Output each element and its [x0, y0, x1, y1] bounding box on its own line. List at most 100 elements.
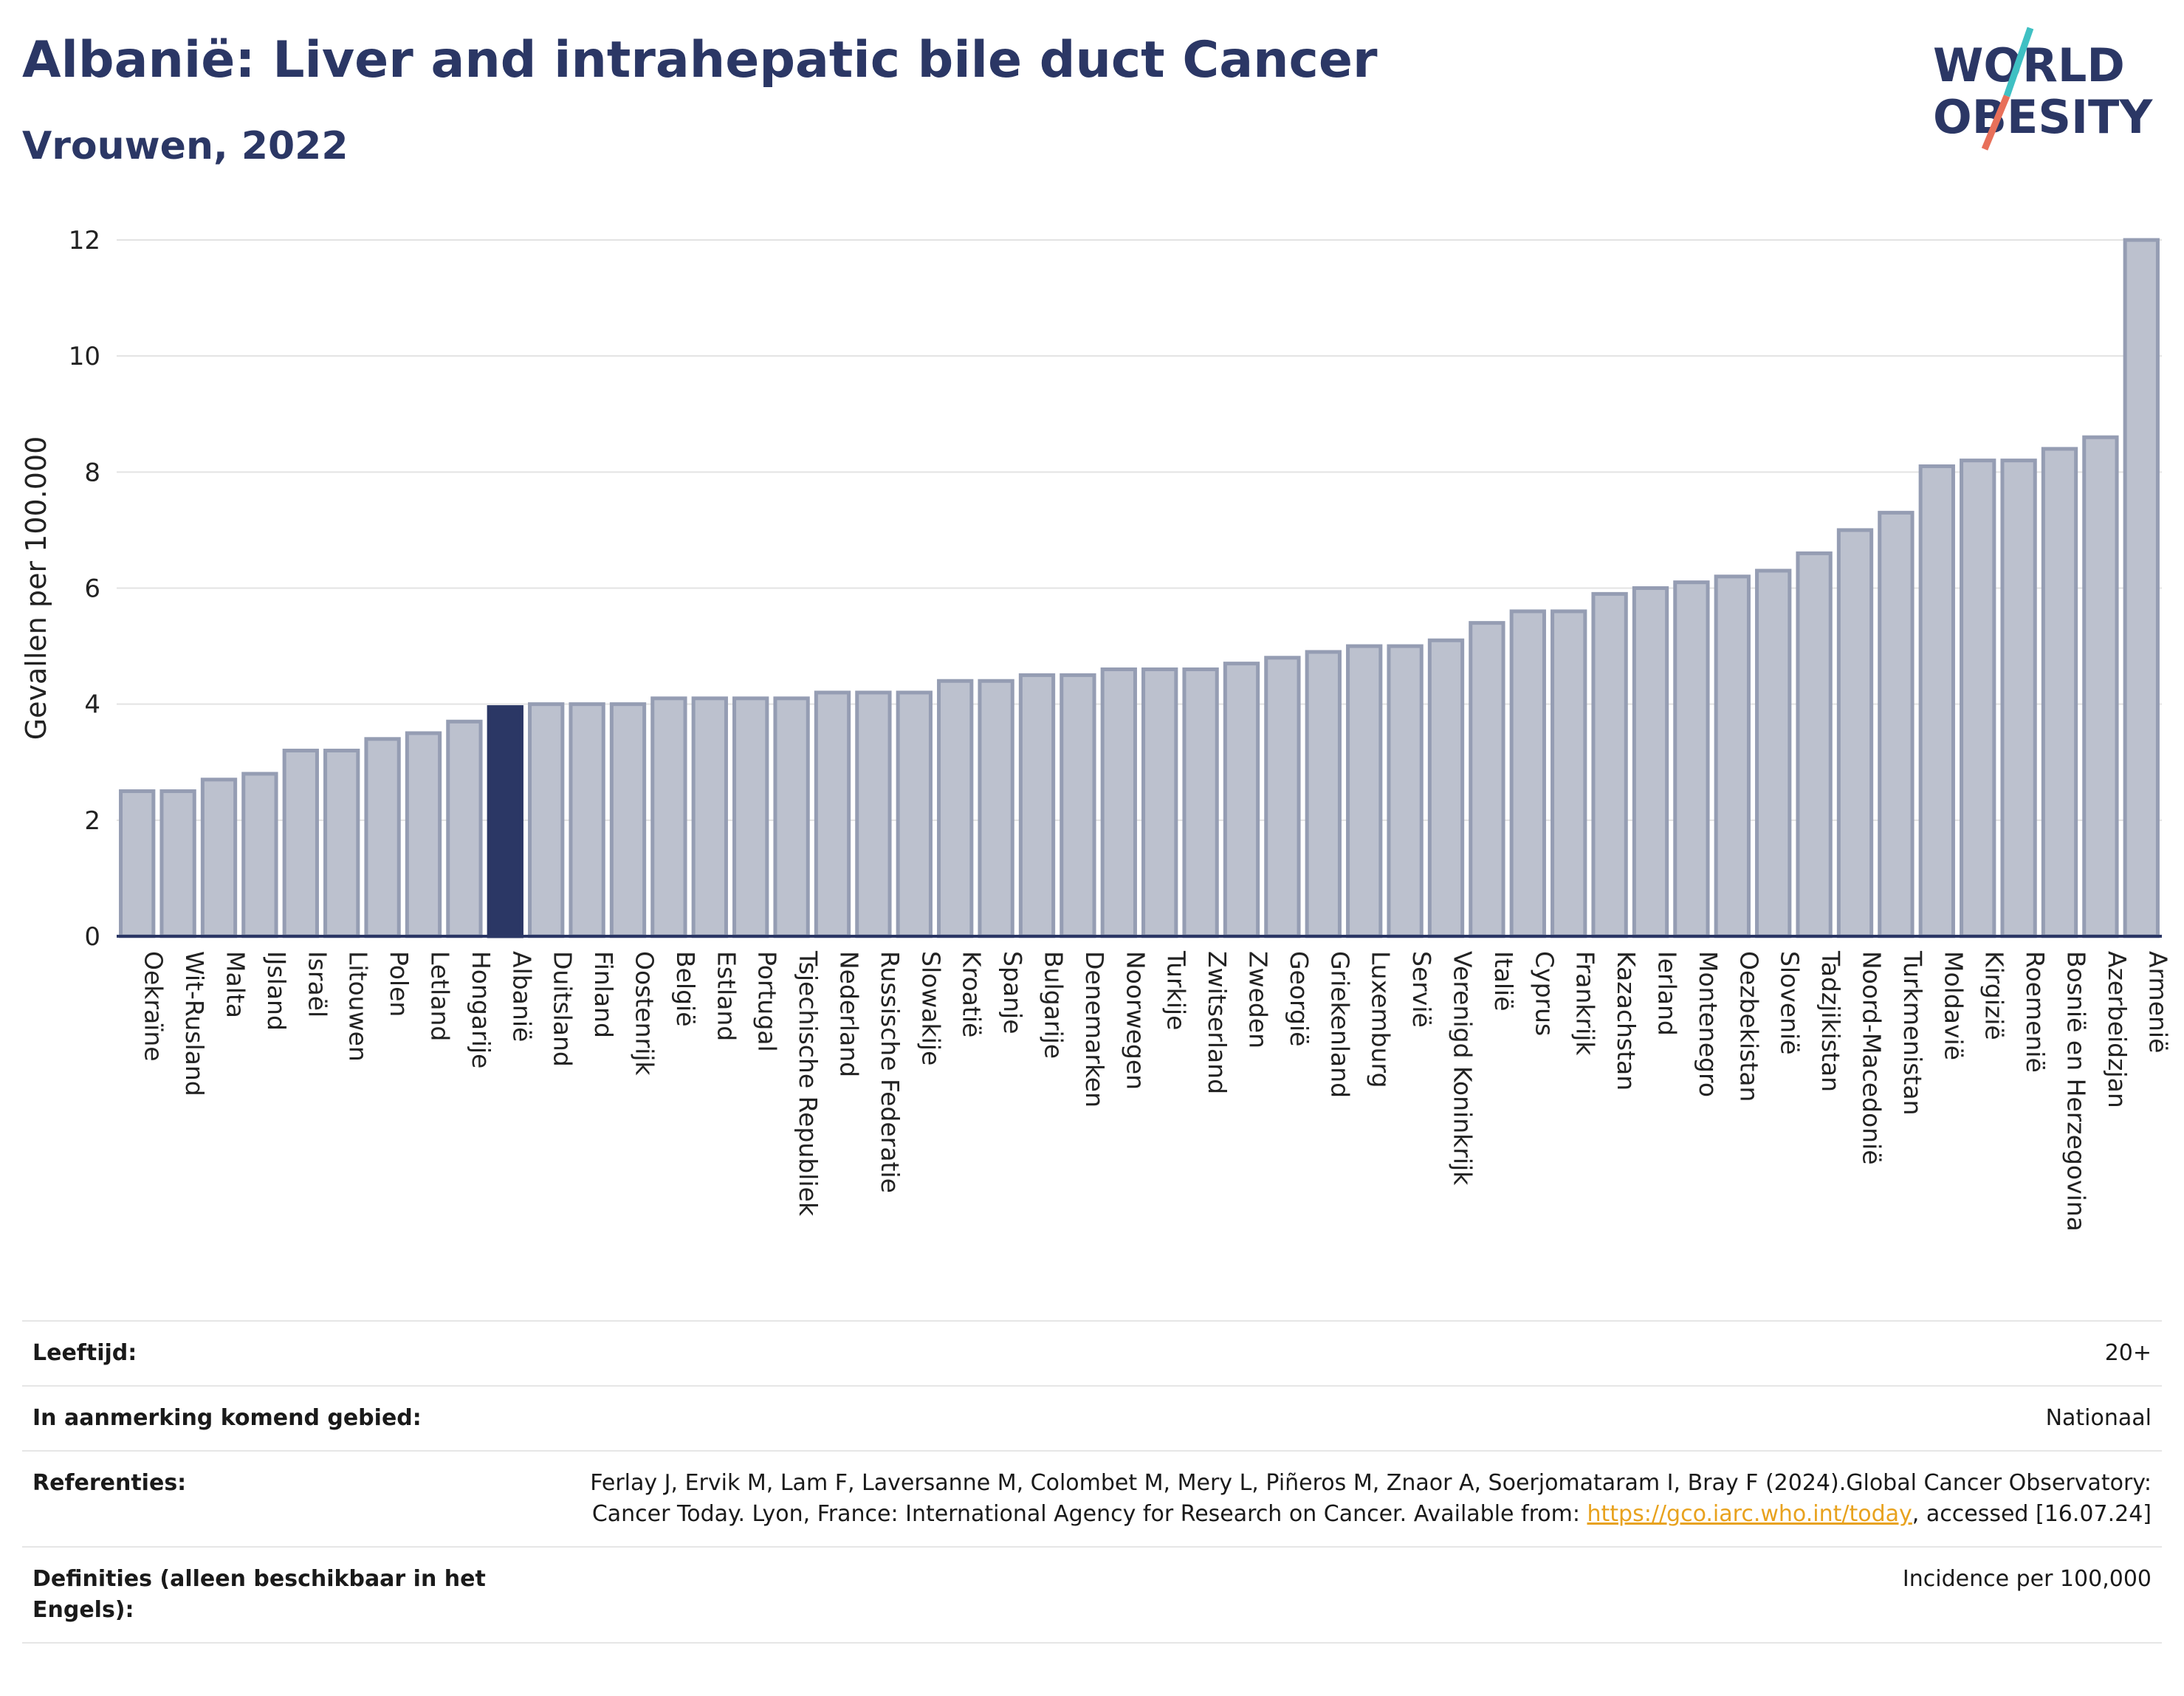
bar: [1141, 667, 1178, 938]
references-accessed: , accessed [16.07.24]: [1912, 1501, 2152, 1527]
x-category-label: Denemarken: [1080, 951, 1109, 1108]
x-category-label: Turkije: [1162, 950, 1191, 1030]
bar: [773, 696, 810, 938]
bar: [978, 679, 1014, 938]
logo-text-world: WORLD: [1933, 38, 2125, 92]
bar: [937, 679, 974, 938]
definitions-label: Definities (alleen beschikbaar in het En…: [32, 1566, 486, 1623]
y-tick-label: 12: [69, 226, 100, 255]
x-category-label: Kirgizië: [1980, 951, 2009, 1040]
bar: [528, 702, 565, 938]
bar: [569, 702, 605, 938]
bar: [323, 749, 360, 938]
y-tick-label: 4: [84, 690, 100, 720]
logo-slash-coral: [1981, 95, 2010, 151]
x-category-label: Frankrijk: [1571, 951, 1600, 1056]
x-category-label: Verenigd Koninkrijk: [1449, 951, 1477, 1186]
x-category-label: Servië: [1407, 951, 1436, 1028]
info-row-references: Referenties: Ferlay J, Ervik M, Lam F, L…: [22, 1450, 2162, 1546]
references-text: Ferlay J, Ervik M, Lam F, Laversanne M, …: [590, 1470, 2152, 1527]
x-category-label: Azerbeidzjan: [2103, 951, 2132, 1108]
bar: [1346, 644, 1383, 938]
references-link[interactable]: https://gco.iarc.who.int/today: [1587, 1501, 1912, 1527]
x-category-label: Slovenië: [1776, 951, 1804, 1055]
area-value: Nationaal: [2045, 1405, 2152, 1431]
bar: [691, 696, 728, 938]
world-obesity-logo: WORLD OBESITY: [1933, 27, 2153, 151]
bar: [1182, 667, 1219, 938]
definitions-value: Incidence per 100,000: [1902, 1566, 2152, 1592]
x-category-label: Kazachstan: [1612, 951, 1641, 1091]
age-label: Leeftijd:: [32, 1340, 137, 1366]
bar: [2082, 435, 2119, 938]
x-category-label: Griekenland: [1325, 951, 1354, 1098]
info-row-age: Leeftijd: 20+: [22, 1320, 2162, 1385]
x-category-label: Oostenrijk: [631, 951, 659, 1076]
x-category-label: Armenië: [2143, 951, 2172, 1053]
x-category-label: Israël: [303, 951, 332, 1017]
bar: [855, 690, 892, 938]
chart-subtitle: Vrouwen, 2022: [22, 124, 348, 168]
bar: [1960, 459, 1996, 938]
area-label: In aanmerking komend gebied:: [32, 1405, 422, 1431]
info-table: Leeftijd: 20+ In aanmerking komend gebie…: [22, 1320, 2162, 1644]
x-axis-labels: Oekraïne Wit-Rusland Malta IJsland Israël Lit…: [140, 950, 2173, 1232]
x-category-label: Spanje: [998, 951, 1027, 1034]
bar: [1305, 650, 1342, 938]
bar: [1755, 569, 1792, 938]
x-category-label: België: [671, 951, 700, 1027]
bar: [1918, 464, 1955, 938]
y-axis-title: Gevallen per 100.000: [20, 436, 52, 741]
bar: [1591, 591, 1628, 938]
bar: [1632, 586, 1669, 938]
x-category-label: Kroatië: [958, 951, 986, 1037]
references-label: Referenties:: [32, 1470, 187, 1496]
y-tick-label: 6: [84, 574, 100, 604]
bar: [896, 690, 933, 938]
bar: [732, 696, 769, 938]
bar: [1018, 673, 1056, 938]
x-category-label: Oekraïne: [140, 951, 168, 1062]
x-category-label: Wit-Rusland: [180, 951, 209, 1096]
bar: [1100, 667, 1137, 938]
x-category-label: Zwitserland: [1203, 951, 1232, 1094]
x-category-label: Estland: [712, 951, 741, 1041]
x-category-label: Georgië: [1285, 951, 1314, 1046]
x-category-label: Zweden: [1244, 951, 1273, 1048]
age-value: 20+: [2104, 1340, 2152, 1366]
x-category-label: Bosnië en Herzegovina: [2062, 951, 2091, 1232]
bar: [241, 772, 278, 938]
bar: [364, 737, 401, 938]
bar: [1796, 551, 1833, 938]
x-category-label: IJsland: [262, 951, 291, 1031]
x-category-label: Duitsland: [549, 951, 577, 1067]
bar: [1673, 580, 1710, 938]
bar: [1551, 609, 1587, 938]
x-category-label: Oezbekistan: [1734, 951, 1763, 1102]
bar: [405, 731, 442, 938]
x-category-label: Turkmenistan: [1898, 950, 1927, 1116]
x-category-label: Albanië: [507, 951, 536, 1042]
bar: [814, 690, 851, 938]
y-tick-label: 2: [84, 806, 100, 836]
x-category-label: Malta: [222, 951, 250, 1018]
x-category-label: Russische Federatie: [876, 951, 904, 1193]
x-category-label: Tsjechische Republiek: [794, 950, 823, 1217]
x-category-label: Portugal: [753, 951, 782, 1052]
y-tick-label: 10: [69, 342, 100, 371]
bar-highlight: [487, 705, 523, 938]
bar: [609, 702, 647, 938]
x-category-label: Slowakije: [916, 951, 945, 1065]
x-category-label: Montenegro: [1694, 951, 1723, 1097]
bar: [1223, 662, 1260, 938]
info-row-area: In aanmerking komend gebied: Nationaal: [22, 1385, 2162, 1450]
bar: [446, 719, 483, 938]
bar: [159, 789, 196, 938]
x-category-label: Tadzjikistan: [1816, 950, 1845, 1092]
bar-chart: 0 2 4 6 8 10 12 Oekraïne Wit-Rusland Malta IJslan…: [20, 226, 2173, 1232]
references-value: Ferlay J, Ervik M, Lam F, Laversanne M, …: [564, 1468, 2152, 1530]
y-tick-label: 8: [84, 458, 100, 487]
chart-title: Albanië: Liver and intrahepatic bile duc…: [22, 31, 1378, 89]
bar: [1878, 510, 1915, 938]
y-axis-ticks: 0 2 4 6 8 10 12: [69, 226, 100, 952]
